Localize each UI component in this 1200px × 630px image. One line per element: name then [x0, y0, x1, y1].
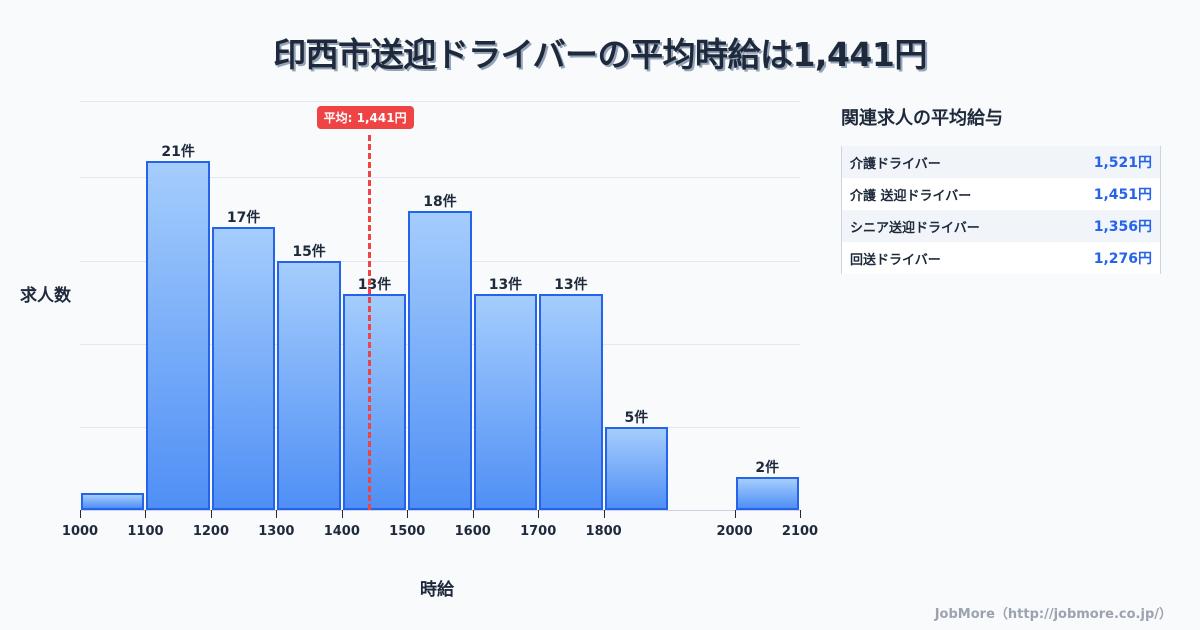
y-axis-label: 求人数: [20, 286, 71, 306]
histogram-bar[interactable]: [81, 493, 145, 510]
average-badge: 平均: 1,441円: [316, 106, 414, 129]
average-wage: 1,276円: [1093, 251, 1152, 267]
job-name: 介護 送迎ドライバー: [850, 188, 972, 204]
bar-value-label: 5件: [624, 409, 649, 426]
histogram-bar[interactable]: [342, 293, 407, 510]
average-wage: 1,521円: [1093, 155, 1152, 171]
x-tick-label: 1600: [454, 524, 491, 539]
job-name: シニア送迎ドライバー: [850, 220, 980, 236]
x-tick: [734, 510, 736, 518]
x-tick-label: 1100: [127, 524, 164, 539]
related-salary-row[interactable]: シニア送迎ドライバー 1,356円: [842, 210, 1160, 242]
x-tick: [538, 510, 540, 518]
bar-value-label: 2件: [755, 459, 780, 476]
average-wage: 1,451円: [1093, 187, 1152, 203]
histogram-bar[interactable]: [735, 476, 799, 510]
x-axis-label: 時給: [420, 580, 454, 600]
histogram-bar[interactable]: [211, 227, 276, 510]
x-tick: [407, 510, 409, 518]
x-tick-label: 1000: [61, 524, 99, 539]
x-tick: [276, 510, 278, 518]
histogram-bar[interactable]: [408, 210, 472, 510]
related-salary-row[interactable]: 介護 送迎ドライバー 1,451円: [842, 178, 1160, 210]
related-salary-table: 介護ドライバー 1,521円介護 送迎ドライバー 1,451円シニア送迎ドライバー 1…: [841, 146, 1161, 274]
x-tick: [80, 510, 81, 518]
gridline: [80, 101, 800, 102]
related-salary-row[interactable]: 回送ドライバー 1,276円: [842, 242, 1160, 274]
x-tick-label: 1200: [192, 524, 229, 539]
job-name: 回送ドライバー: [850, 252, 941, 268]
bar-value-label: 13件: [554, 276, 588, 293]
page-title: 印西市送迎ドライバーの平均時給は1,441円: [273, 35, 927, 74]
histogram-bar[interactable]: [146, 160, 210, 510]
bar-value-label: 18件: [423, 193, 457, 210]
x-tick: [145, 510, 147, 518]
bar-value-label: 13件: [488, 276, 523, 293]
related-salary-title: 関連求人の平均給与: [841, 108, 1003, 129]
x-tick-label: 2000: [716, 524, 753, 539]
x-tick-label: 1500: [389, 524, 426, 539]
x-tick-label: 1800: [585, 524, 622, 539]
bar-value-label: 17件: [226, 210, 261, 227]
x-tick-label: 1300: [258, 524, 295, 539]
bar-value-label: 15件: [292, 243, 326, 260]
histogram-bar[interactable]: [539, 293, 603, 510]
histogram-chart: 21件 17件 15件 13件 18件 13件 13件 5件 2件 1000 1100 1200 130…: [62, 101, 818, 539]
x-tick-label: 1700: [520, 524, 557, 539]
x-tick: [603, 510, 605, 518]
x-axis-line: [80, 510, 800, 511]
average-wage: 1,356円: [1093, 219, 1152, 235]
average-line: [367, 135, 371, 510]
x-tick: [800, 510, 801, 518]
x-tick: [472, 510, 474, 518]
x-tick: [341, 510, 343, 518]
histogram-bar[interactable]: [604, 426, 669, 510]
histogram-bar[interactable]: [473, 293, 538, 510]
job-name: 介護ドライバー: [850, 156, 941, 172]
x-tick-label: 1400: [323, 524, 360, 539]
gridline: [80, 177, 800, 179]
footer-credit: JobMore（http://jobmore.co.jp/）: [934, 607, 1172, 622]
bar-value-label: 13件: [357, 276, 392, 293]
related-salary-row[interactable]: 介護ドライバー 1,521円: [842, 146, 1160, 178]
x-tick-label: 2100: [781, 524, 819, 539]
histogram-bar[interactable]: [277, 260, 341, 510]
bar-value-label: 21件: [161, 143, 195, 160]
x-tick: [210, 510, 212, 518]
